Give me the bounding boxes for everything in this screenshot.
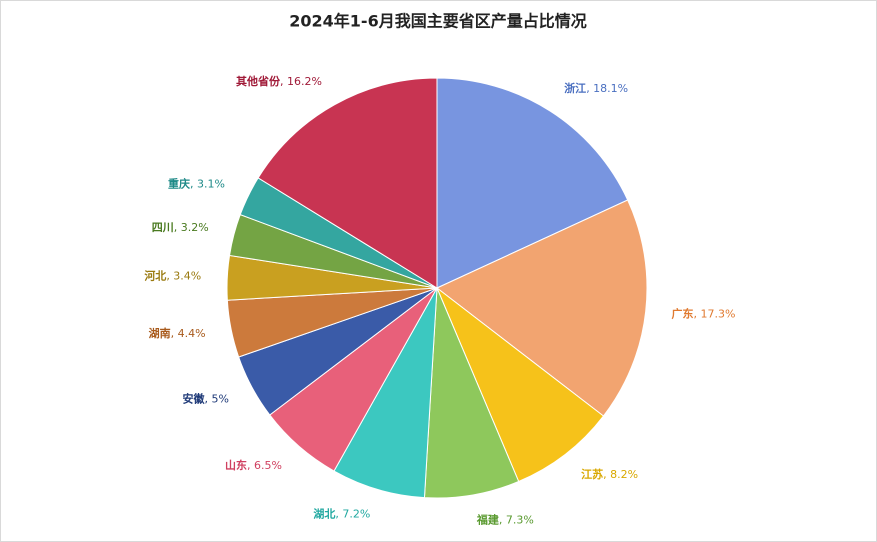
- data-label-value: , 16.2%: [280, 75, 322, 88]
- data-label-value: , 7.3%: [499, 514, 534, 527]
- pie-slice: [436, 77, 629, 289]
- data-label-category: 其他省份: [236, 74, 281, 88]
- data-label-category: 四川: [152, 221, 174, 234]
- data-label: 安徽, 5%: [183, 392, 229, 406]
- data-label: 湖南, 4.4%: [149, 326, 206, 340]
- data-label: 河北, 3.4%: [144, 269, 201, 283]
- pie-slice: [257, 77, 438, 289]
- data-label-category: 江苏: [581, 467, 603, 481]
- data-label-category: 福建: [476, 513, 500, 527]
- data-label-category: 河北: [144, 269, 166, 283]
- pie-slice: [436, 199, 648, 417]
- data-label-value: , 6.5%: [247, 459, 282, 472]
- data-label-category: 山东: [225, 458, 247, 472]
- data-label: 山东, 6.5%: [225, 458, 282, 472]
- data-label-value: , 18.1%: [586, 82, 628, 95]
- pie-slice: [435, 286, 605, 483]
- data-label-value: , 7.2%: [335, 507, 370, 520]
- data-label: 四川, 3.2%: [152, 221, 209, 234]
- chart-title: 2024年1-6月我国主要省区产量占比情况: [289, 12, 586, 31]
- data-label: 浙江, 18.1%: [564, 81, 628, 95]
- data-label-value: , 8.2%: [603, 468, 638, 481]
- data-label-value: , 3.1%: [190, 177, 225, 190]
- data-label: 广东, 17.3%: [672, 306, 736, 320]
- data-label-value: , 3.2%: [174, 221, 209, 234]
- data-label-category: 湖南: [149, 326, 171, 340]
- data-label-value: , 5%: [205, 393, 229, 406]
- data-label-category: 重庆: [168, 176, 190, 190]
- data-label-value: , 4.4%: [171, 327, 206, 340]
- data-label: 其他省份, 16.2%: [236, 74, 322, 88]
- data-label-category: 湖北: [313, 506, 335, 520]
- data-label-category: 广东: [672, 306, 694, 320]
- data-label: 福建, 7.3%: [476, 513, 534, 527]
- data-label-value: , 3.4%: [166, 270, 201, 283]
- data-label-category: 安徽: [183, 392, 206, 406]
- data-label: 重庆, 3.1%: [168, 176, 225, 190]
- data-label: 江苏, 8.2%: [581, 467, 638, 481]
- data-label: 湖北, 7.2%: [313, 506, 370, 520]
- data-label-value: , 17.3%: [694, 307, 736, 320]
- data-label-category: 浙江: [564, 81, 586, 95]
